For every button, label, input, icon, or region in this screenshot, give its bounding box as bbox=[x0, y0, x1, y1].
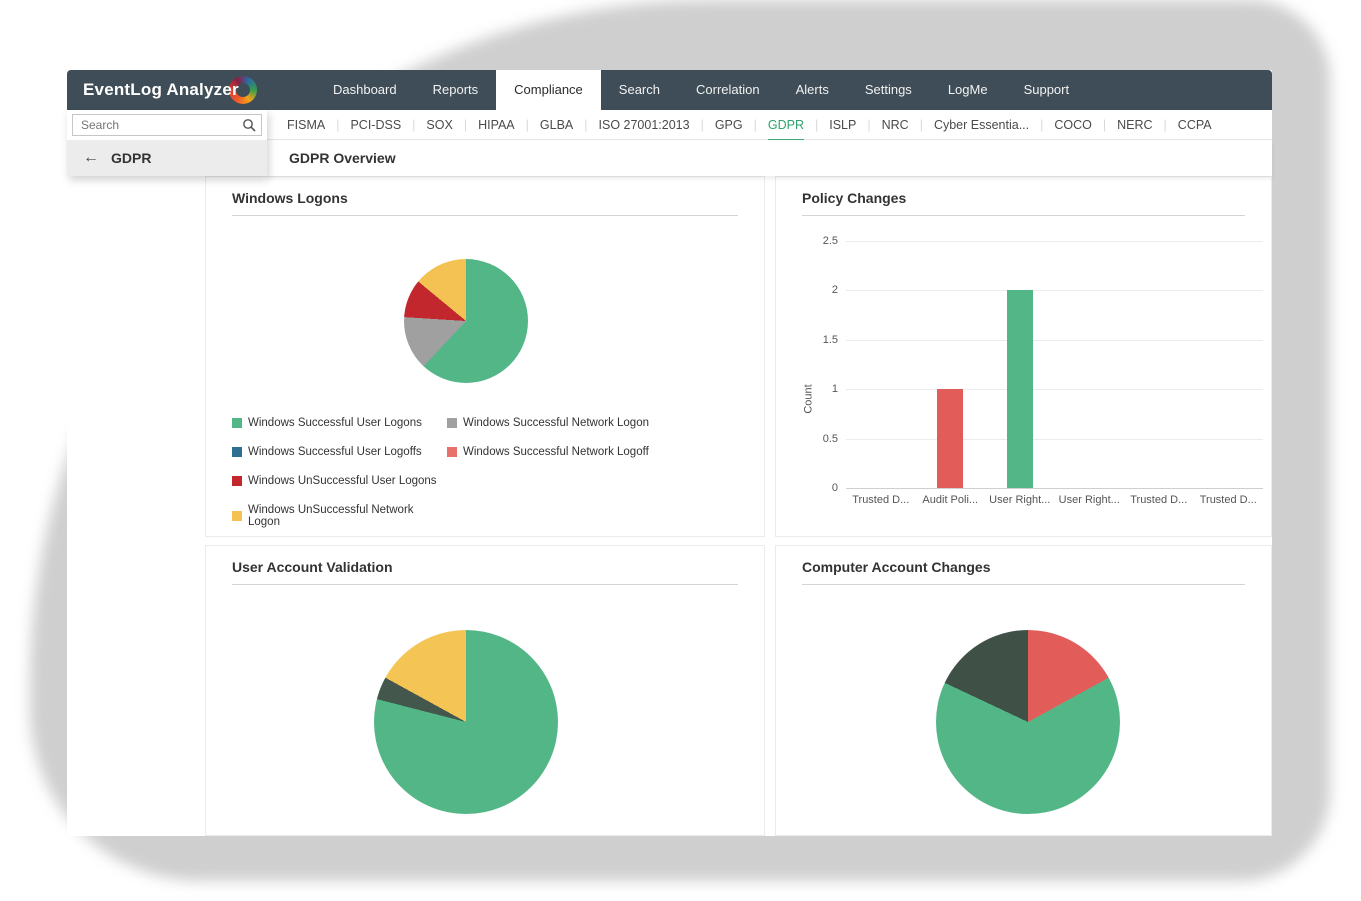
sidebar-item-label: GDPR bbox=[111, 150, 152, 166]
gridline bbox=[846, 290, 1263, 292]
legend-swatch bbox=[232, 476, 242, 486]
legend-swatch bbox=[232, 418, 242, 428]
bar-slot: Trusted D... bbox=[1124, 241, 1194, 506]
y-tick-label: 0 bbox=[831, 482, 838, 494]
gridline bbox=[846, 389, 1263, 391]
legend-item[interactable]: Windows Successful Network Logoff bbox=[447, 446, 649, 458]
gridline bbox=[846, 339, 1263, 341]
top-navbar: EventLog Analyzer Dashboard Reports Comp… bbox=[67, 70, 1272, 110]
app-window: EventLog Analyzer Dashboard Reports Comp… bbox=[67, 70, 1272, 836]
nav-item-alerts[interactable]: Alerts bbox=[795, 82, 829, 97]
computer-account-changes-pie-chart[interactable] bbox=[936, 630, 1120, 814]
y-tick-label: 1.5 bbox=[822, 333, 838, 346]
panel-windows-logons: Windows Logons Windows Successful User L… bbox=[205, 176, 765, 537]
compliance-standards-bar: FISMA PCI-DSS SOX HIPAA GLBA ISO 27001:2… bbox=[67, 110, 1272, 142]
nav-item-settings[interactable]: Settings bbox=[864, 82, 912, 97]
legend-item[interactable]: Windows UnSuccessful User Logons bbox=[232, 475, 447, 487]
main-nav: Dashboard Reports Compliance Search Corr… bbox=[315, 70, 1087, 110]
app-logo[interactable]: EventLog Analyzer bbox=[67, 70, 315, 110]
legend-swatch bbox=[447, 447, 457, 457]
bar-slot: Audit Poli... bbox=[916, 241, 986, 506]
compliance-dropdown: ← GDPR bbox=[67, 110, 267, 176]
bar-slot: Trusted D... bbox=[1194, 241, 1264, 506]
y-axis-ticks: 0 0.5 1 1.5 2 2.5 bbox=[776, 235, 838, 494]
nav-item-correlation[interactable]: Correlation bbox=[696, 82, 760, 97]
tab-hipaa[interactable]: HIPAA bbox=[453, 118, 515, 132]
tab-cyber-essentials[interactable]: Cyber Essentia... bbox=[909, 118, 1029, 132]
bar-slot: User Right... bbox=[985, 241, 1055, 506]
chart-legend: Windows Successful User Logons Windows S… bbox=[232, 417, 649, 528]
legend-item[interactable]: Windows Successful Network Logon bbox=[447, 417, 649, 429]
tab-islp[interactable]: ISLP bbox=[804, 118, 856, 132]
panel-title: Windows Logons bbox=[232, 177, 738, 216]
nav-item-reports[interactable]: Reports bbox=[432, 82, 479, 97]
gridline bbox=[846, 488, 1263, 489]
panel-title: Computer Account Changes bbox=[802, 546, 1245, 585]
back-arrow-icon[interactable]: ← bbox=[83, 149, 99, 166]
legend-swatch bbox=[447, 418, 457, 428]
search-icon[interactable] bbox=[242, 118, 256, 132]
y-tick-label: 2 bbox=[831, 284, 838, 297]
nav-item-search[interactable]: Search bbox=[618, 82, 660, 97]
x-axis-label: Trusted D... bbox=[1130, 494, 1188, 506]
tab-gpg[interactable]: GPG bbox=[690, 118, 743, 132]
panel-title: User Account Validation bbox=[232, 546, 738, 585]
page-title: GDPR Overview bbox=[267, 140, 1272, 176]
y-tick-label: 0.5 bbox=[822, 432, 838, 445]
gridlines bbox=[846, 241, 1263, 489]
nav-item-logme[interactable]: LogMe bbox=[947, 82, 988, 97]
x-axis-label: User Right... bbox=[989, 494, 1051, 506]
app-logo-text: EventLog Analyzer bbox=[83, 80, 239, 99]
bar-slot: Trusted D... bbox=[846, 241, 916, 506]
tab-iso27001[interactable]: ISO 27001:2013 bbox=[573, 118, 690, 132]
legend-swatch bbox=[232, 447, 242, 457]
gridline bbox=[846, 241, 1263, 242]
legend-item[interactable]: Windows UnSuccessful Network Logon bbox=[232, 504, 447, 528]
y-tick-label: 2.5 bbox=[822, 235, 838, 247]
search-row bbox=[67, 110, 267, 140]
bar-slot: User Right... bbox=[1055, 241, 1125, 506]
windows-logons-pie-chart[interactable] bbox=[404, 259, 528, 383]
dashboard-content: Windows Logons Windows Successful User L… bbox=[67, 176, 1272, 836]
x-axis-label: Trusted D... bbox=[852, 494, 910, 506]
user-account-validation-pie-chart[interactable] bbox=[374, 630, 558, 814]
x-axis-label: Trusted D... bbox=[1199, 494, 1257, 506]
x-axis-label: Audit Poli... bbox=[922, 494, 979, 506]
search-input[interactable] bbox=[72, 114, 262, 136]
legend-item[interactable]: Windows Successful User Logoffs bbox=[232, 446, 447, 458]
sidebar-item-gdpr[interactable]: ← GDPR bbox=[67, 140, 267, 176]
nav-item-support[interactable]: Support bbox=[1023, 82, 1070, 97]
tab-ccpa[interactable]: CCPA bbox=[1153, 118, 1212, 132]
tab-fisma[interactable]: FISMA bbox=[287, 117, 326, 132]
gridline bbox=[846, 438, 1263, 440]
bar[interactable] bbox=[937, 389, 964, 488]
policy-changes-bar-chart[interactable]: Count 0 0.5 1 1.5 2 2.5 Trusted D... Audit Pol… bbox=[776, 233, 1271, 536]
tab-nerc[interactable]: NERC bbox=[1092, 118, 1152, 132]
panel-user-account-validation: User Account Validation bbox=[205, 545, 765, 836]
x-axis-label: User Right... bbox=[1058, 494, 1120, 506]
panel-computer-account-changes: Computer Account Changes bbox=[775, 545, 1272, 836]
y-tick-label: 1 bbox=[831, 383, 838, 396]
nav-item-dashboard[interactable]: Dashboard bbox=[333, 82, 397, 97]
tab-glba[interactable]: GLBA bbox=[515, 118, 573, 132]
legend-swatch bbox=[232, 511, 242, 521]
tab-coco[interactable]: COCO bbox=[1029, 118, 1092, 132]
tab-pci-dss[interactable]: PCI-DSS bbox=[325, 118, 401, 132]
nav-item-compliance[interactable]: Compliance bbox=[496, 70, 601, 110]
legend-item[interactable]: Windows Successful User Logons bbox=[232, 417, 447, 429]
app-logo-icon bbox=[228, 76, 257, 104]
bar-slots: Trusted D... Audit Poli... User Right... Us… bbox=[846, 241, 1264, 506]
bar[interactable] bbox=[1006, 290, 1033, 488]
tab-gdpr[interactable]: GDPR bbox=[743, 117, 804, 142]
tab-nrc[interactable]: NRC bbox=[856, 118, 909, 132]
panel-policy-changes: Policy Changes Count 0 0.5 1 1.5 2 2.5 Truste… bbox=[775, 176, 1272, 537]
panel-title: Policy Changes bbox=[802, 177, 1245, 216]
tab-sox[interactable]: SOX bbox=[401, 118, 452, 132]
plot-area: Trusted D... Audit Poli... User Right... Us… bbox=[846, 241, 1264, 506]
